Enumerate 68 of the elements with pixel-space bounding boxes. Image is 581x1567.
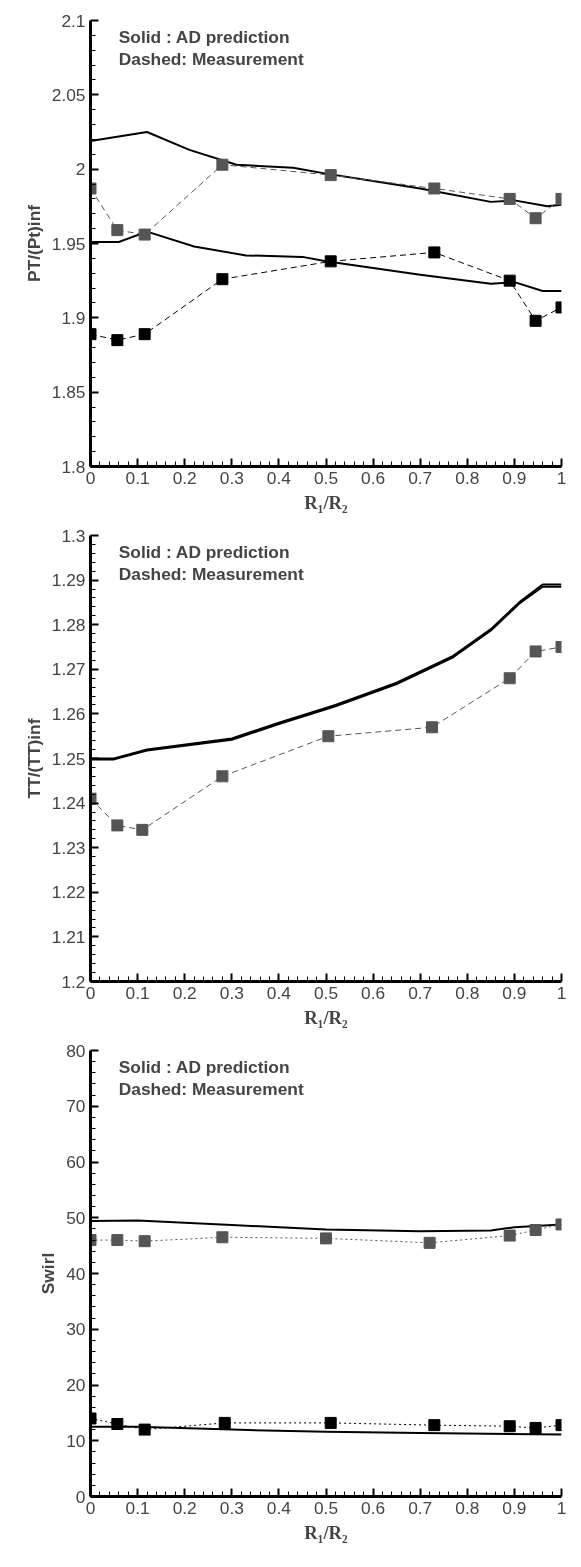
x-tick-label: 0.1: [125, 467, 150, 488]
x-axis-title: R₁/R₂: [304, 1006, 349, 1028]
x-axis-title: R₁/R₂: [304, 491, 349, 513]
x-tick-label: 0.2: [172, 467, 197, 488]
x-tick-label: 0.4: [266, 1497, 292, 1518]
y-tick-label: 1.8: [61, 456, 86, 477]
x-tick-label: 0.1: [125, 1497, 150, 1518]
x-tick-label: 0.6: [361, 982, 386, 1003]
y-axis-title: TT/(TT)inf: [23, 718, 44, 799]
y-tick-label: 10: [66, 1430, 86, 1451]
y-tick-label: 1.9: [61, 307, 86, 328]
y-tick-label: 60: [66, 1152, 86, 1172]
annotation: Dashed: Measurement: [118, 1079, 304, 1100]
y-tick-label: 1.24: [51, 793, 86, 814]
x-tick-label: 0.1: [125, 982, 150, 1003]
x-tick-label: 0.8: [455, 1497, 480, 1518]
x-tick-label: 0.4: [266, 467, 292, 488]
y-tick-label: 1.3: [61, 525, 86, 546]
y-tick-label: 1.28: [51, 614, 86, 635]
y-tick-label: 2: [75, 159, 86, 180]
y-tick-label: 1.23: [51, 837, 86, 858]
annotation: Dashed: Measurement: [118, 564, 304, 585]
x-tick-label: 0.3: [219, 467, 244, 488]
y-tick-label: 1.2: [61, 971, 86, 992]
x-tick-label: 0.5: [313, 982, 339, 1003]
x-tick-label: 0.9: [502, 1497, 527, 1518]
y-axis-title: PT/(Pt)inf: [23, 204, 44, 282]
annotation: Solid : AD prediction: [118, 1057, 290, 1078]
y-tick-label: 1.21: [51, 926, 86, 947]
y-axis-title: Swirl: [38, 1252, 59, 1295]
x-tick-label: 0.7: [408, 1497, 433, 1518]
y-tick-label: 1.26: [51, 703, 86, 724]
x-tick-label: 0.5: [313, 467, 339, 488]
x-tick-label: 0.4: [266, 982, 292, 1003]
x-tick-label: 1: [556, 1497, 567, 1518]
y-tick-label: 1.22: [51, 882, 86, 903]
x-tick-label: 1: [556, 467, 567, 488]
x-tick-label: 0.9: [502, 467, 527, 488]
y-tick-label: 20: [66, 1375, 86, 1395]
y-tick-label: 1.25: [51, 748, 86, 769]
y-tick-label: 70: [66, 1096, 86, 1117]
y-tick-label: 2.1: [61, 10, 86, 31]
x-axis-title: R₁/R₂: [304, 1521, 349, 1543]
x-tick-label: 0.5: [313, 1497, 339, 1518]
y-tick-label: 1.27: [51, 659, 86, 680]
y-tick-label: 80: [66, 1040, 86, 1061]
y-tick-label: 40: [66, 1263, 86, 1284]
x-tick-label: 0.8: [455, 467, 480, 488]
x-tick-label: 0.7: [408, 982, 433, 1003]
annotation: Solid : AD prediction: [118, 27, 290, 48]
x-tick-label: 0.6: [361, 467, 386, 488]
y-tick-label: 1.29: [51, 570, 86, 591]
x-tick-label: 0.8: [455, 982, 480, 1003]
y-tick-label: 2.05: [51, 84, 86, 105]
y-tick-label: 1.85: [51, 382, 86, 403]
annotation: Dashed: Measurement: [118, 49, 304, 70]
x-tick-label: 0.2: [172, 982, 197, 1003]
x-tick-label: 0.3: [219, 982, 244, 1003]
y-tick-label: 1.95: [51, 233, 86, 254]
x-tick-label: 0.3: [219, 1497, 244, 1518]
y-tick-label: 30: [66, 1319, 86, 1340]
annotation: Solid : AD prediction: [118, 542, 290, 563]
y-tick-label: 50: [66, 1207, 86, 1228]
x-tick-label: 0.2: [172, 1497, 197, 1518]
x-tick-label: 0.7: [408, 467, 433, 488]
x-tick-label: 0.9: [502, 982, 527, 1003]
x-tick-label: 0.6: [361, 1497, 386, 1518]
x-tick-label: 1: [556, 982, 567, 1003]
